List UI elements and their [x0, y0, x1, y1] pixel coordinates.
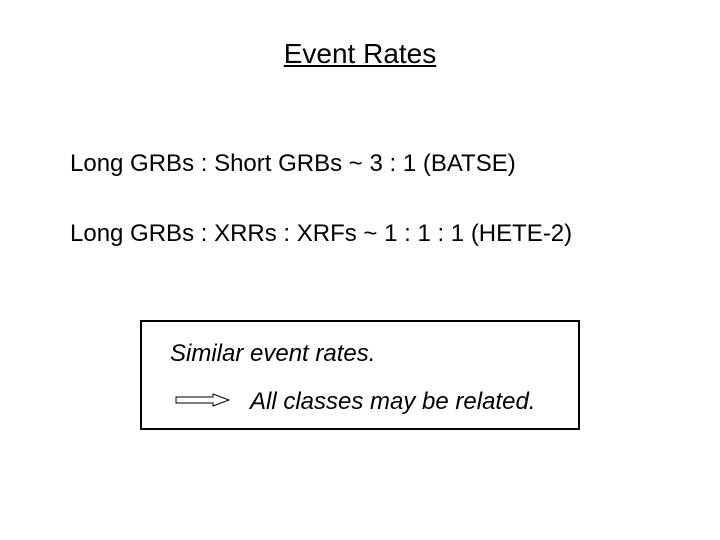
ratio-line-hete2: Long GRBs : XRRs : XRFs ~ 1 : 1 : 1 (HET… — [70, 220, 572, 248]
slide-title: Event Rates — [0, 38, 720, 70]
ratio-line-batse: Long GRBs : Short GRBs ~ 3 : 1 (BATSE) — [70, 150, 516, 178]
arrow-icon — [175, 393, 230, 407]
conclusion-line-1: Similar event rates. — [170, 340, 375, 368]
conclusion-line-2: All classes may be related. — [250, 388, 535, 416]
